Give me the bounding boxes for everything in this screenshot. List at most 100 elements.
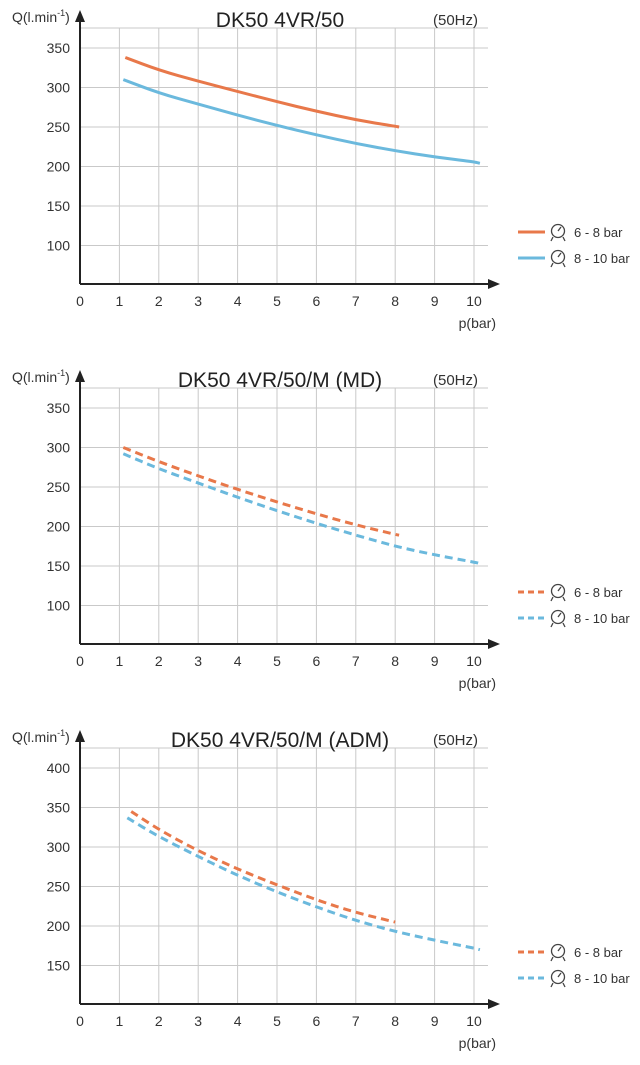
x-tick-label: 3	[194, 653, 202, 669]
x-tick-label: 0	[76, 293, 84, 309]
x-tick-label: 5	[273, 1013, 281, 1029]
legend-item-8-10-bar: 8 - 10 bar	[518, 609, 630, 628]
y-axis-arrow	[75, 10, 85, 22]
chart-title: DK50 4VR/50/M (ADM)	[171, 729, 389, 752]
x-tick-label: 2	[155, 1013, 163, 1029]
legend-label: 6 - 8 bar	[574, 225, 623, 240]
y-tick-label: 250	[47, 879, 71, 895]
y-tick-label: 100	[47, 598, 71, 614]
x-tick-label: 8	[391, 653, 399, 669]
x-tick-label: 5	[273, 653, 281, 669]
y-axis-label-sup: -1	[57, 368, 65, 378]
chart-frequency: (50Hz)	[433, 732, 478, 749]
y-axis-label-sup: -1	[57, 728, 65, 738]
x-tick-label: 2	[155, 653, 163, 669]
chart-panel-1: 100 150 200 250 300 350 0 1 2 3 4 5 6 7 8 9 10 Q(l.min-1)…	[12, 8, 630, 331]
y-tick-label: 200	[47, 918, 71, 934]
y-axis-label-main: Q(l.min	[12, 9, 57, 25]
x-tick-label: 6	[313, 653, 321, 669]
x-tick-label: 7	[352, 293, 360, 309]
legend-label: 6 - 8 bar	[574, 945, 623, 960]
legend-item-6-8-bar: 6 - 8 bar	[518, 583, 623, 602]
x-tick-label: 10	[466, 1013, 482, 1029]
series-line-8-10-bar	[122, 78, 481, 165]
y-tick-label: 150	[47, 558, 71, 574]
x-axis-arrow	[488, 279, 500, 289]
y-axis-label: Q(l.min-1)	[12, 368, 70, 385]
y-axis-label-close: )	[65, 729, 70, 745]
x-tick-label: 5	[273, 293, 281, 309]
x-axis-arrow	[488, 639, 500, 649]
x-tick-label: 3	[194, 293, 202, 309]
series-line-6-8-bar	[130, 810, 396, 924]
x-tick-label: 1	[116, 293, 124, 309]
x-tick-label: 2	[155, 293, 163, 309]
pressure-gauge-icon	[550, 583, 566, 602]
x-tick-label: 1	[116, 1013, 124, 1029]
x-axis-arrow	[488, 999, 500, 1009]
legend-label: 8 - 10 bar	[574, 611, 630, 626]
x-tick-label: 4	[234, 293, 242, 309]
pressure-gauge-icon	[550, 609, 566, 628]
x-tick-label: 4	[234, 653, 242, 669]
y-tick-label: 300	[47, 839, 71, 855]
y-axis-arrow	[75, 730, 85, 742]
series-line-8-10-bar	[126, 816, 481, 952]
chart-panel-2: 100 150 200 250 300 350 0 1 2 3 4 5 6 7 8 9 10 Q(l.min-1)…	[12, 368, 630, 691]
pressure-gauge-icon	[550, 223, 566, 242]
chart-title: DK50 4VR/50	[216, 9, 344, 32]
y-tick-label: 350	[47, 400, 71, 416]
y-tick-label: 200	[47, 159, 71, 175]
y-tick-label: 300	[47, 440, 71, 456]
y-axis-label-main: Q(l.min	[12, 369, 57, 385]
y-tick-label: 250	[47, 479, 71, 495]
x-tick-label: 7	[352, 1013, 360, 1029]
chart-frequency: (50Hz)	[433, 372, 478, 389]
y-tick-label: 100	[47, 238, 71, 254]
pressure-gauge-icon	[550, 249, 566, 268]
y-tick-label: 200	[47, 519, 71, 535]
x-tick-label: 3	[194, 1013, 202, 1029]
y-tick-label: 350	[47, 40, 71, 56]
x-tick-label: 9	[431, 293, 439, 309]
series-line-8-10-bar	[122, 452, 481, 566]
x-tick-label: 4	[234, 1013, 242, 1029]
y-axis-label-close: )	[65, 369, 70, 385]
x-tick-label: 0	[76, 1013, 84, 1029]
pressure-gauge-icon	[550, 969, 566, 988]
pressure-gauge-icon	[550, 943, 566, 962]
x-tick-label: 1	[116, 653, 124, 669]
y-axis-label-main: Q(l.min	[12, 729, 57, 745]
y-tick-label: 250	[47, 119, 71, 135]
y-axis-label: Q(l.min-1)	[12, 728, 70, 745]
legend-label: 8 - 10 bar	[574, 251, 630, 266]
x-tick-label: 10	[466, 653, 482, 669]
legend-item-6-8-bar: 6 - 8 bar	[518, 223, 623, 242]
x-tick-label: 7	[352, 653, 360, 669]
y-tick-label: 400	[47, 760, 71, 776]
y-axis-label: Q(l.min-1)	[12, 8, 70, 25]
chart-panel-3: 150 200 250 300 350 400 0 1 2 3 4 5 6 7 8 9 10 Q(l.min-1)…	[12, 728, 630, 1051]
y-axis-label-sup: -1	[57, 8, 65, 18]
y-tick-label: 150	[47, 958, 71, 974]
x-tick-label: 9	[431, 1013, 439, 1029]
legend-label: 8 - 10 bar	[574, 971, 630, 986]
legend-label: 6 - 8 bar	[574, 585, 623, 600]
x-tick-label: 0	[76, 653, 84, 669]
x-tick-label: 6	[313, 1013, 321, 1029]
series-line-6-8-bar	[122, 446, 400, 537]
legend-item-6-8-bar: 6 - 8 bar	[518, 943, 623, 962]
x-tick-label: 10	[466, 293, 482, 309]
x-tick-label: 6	[313, 293, 321, 309]
x-axis-label: p(bar)	[459, 1035, 496, 1051]
x-axis-label: p(bar)	[459, 315, 496, 331]
y-tick-label: 150	[47, 198, 71, 214]
series-line-6-8-bar	[124, 56, 400, 129]
x-tick-label: 8	[391, 293, 399, 309]
y-tick-label: 350	[47, 800, 71, 816]
chart-frequency: (50Hz)	[433, 12, 478, 29]
y-tick-label: 300	[47, 80, 71, 96]
legend-item-8-10-bar: 8 - 10 bar	[518, 249, 630, 268]
legend-item-8-10-bar: 8 - 10 bar	[518, 969, 630, 988]
